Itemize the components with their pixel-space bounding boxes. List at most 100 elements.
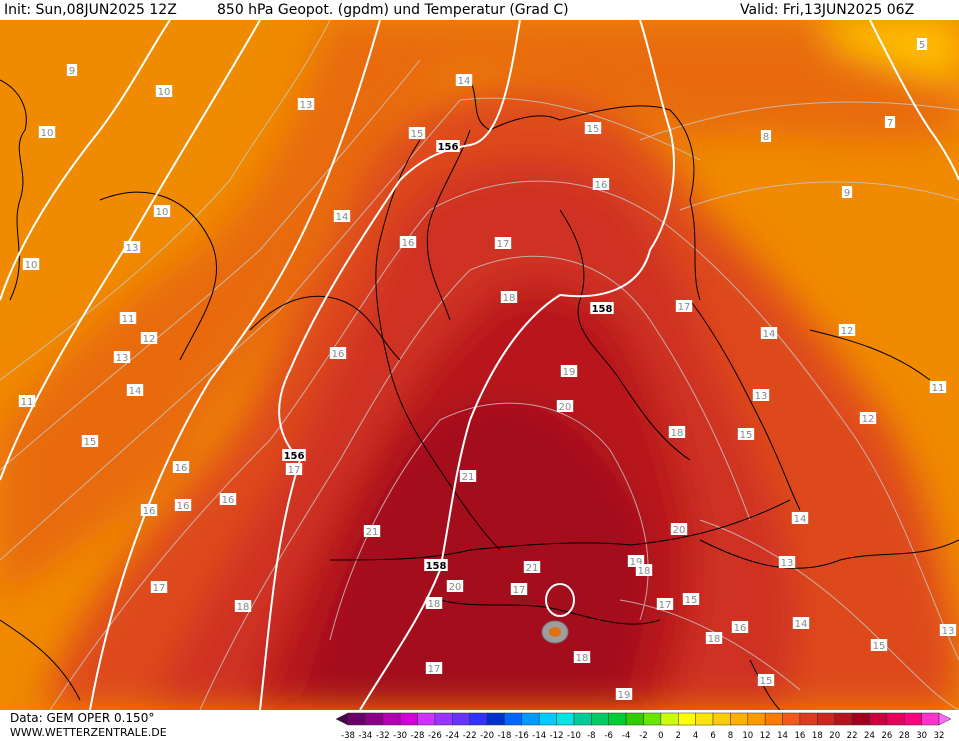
color-scale: -38 -34 -32 -30 -28 -26 -24 -22 -20 -18 -16 -14 -12-… xyxy=(335,712,952,741)
temperature-label-box xyxy=(459,470,477,482)
temperature-label: 13 xyxy=(126,243,139,254)
temperature-label-box xyxy=(172,461,190,473)
temperature-label-box xyxy=(560,365,578,377)
low-pressure-core xyxy=(541,620,569,644)
temperature-label-box xyxy=(635,564,653,576)
temperature-label-box xyxy=(870,639,888,651)
temperature-label: 12 xyxy=(862,414,875,425)
colorbar-tick-label: -2 xyxy=(639,731,647,741)
geopotential-label: 156 xyxy=(284,451,305,462)
temperature-label: 10 xyxy=(158,87,171,98)
temperature-label: 10 xyxy=(41,128,54,139)
colorbar-tick-label: -14 xyxy=(532,731,546,741)
country-borders xyxy=(0,79,959,710)
temperature-label-box xyxy=(510,583,528,595)
temperature-label: 15 xyxy=(587,124,600,135)
temperature-label: 13 xyxy=(116,353,129,364)
temperature-label-box xyxy=(939,624,957,636)
temperature-label: 7 xyxy=(887,118,893,129)
colorbar-swatch xyxy=(886,712,905,726)
colorbar-swatch xyxy=(365,712,384,726)
colorbar-swatch xyxy=(434,712,453,726)
colorbar-tick-label: -28 xyxy=(411,731,425,741)
temperature-label: 21 xyxy=(462,472,475,483)
temperature-label-box xyxy=(592,178,610,190)
colorbar-tick-label: -10 xyxy=(567,731,581,741)
temperature-label-box xyxy=(425,597,443,609)
temperature-label: 11 xyxy=(21,397,34,408)
temperature-label-box xyxy=(760,130,772,142)
temperature-label: 16 xyxy=(222,495,235,506)
colorbar-tick-label: 14 xyxy=(777,731,788,741)
temperature-label-box xyxy=(174,499,192,511)
temperature-label-box xyxy=(408,127,426,139)
colorbar-tick-label: 2 xyxy=(676,731,681,741)
temperature-label-box xyxy=(126,384,144,396)
temperature-label: 18 xyxy=(671,428,684,439)
temperature-label: 17 xyxy=(428,664,441,675)
temperature-label-box xyxy=(841,186,853,198)
temperature-label: 16 xyxy=(734,623,747,634)
temperature-label: 8 xyxy=(763,132,769,143)
colorbar-tick-label: 28 xyxy=(899,731,910,741)
colorbar-swatch xyxy=(869,712,888,726)
geopotential-label: 158 xyxy=(592,304,613,315)
colorbar-tick-label: 6 xyxy=(710,731,715,741)
colorbar-swatch xyxy=(764,712,783,726)
temperature-label: 20 xyxy=(559,402,572,413)
colorbar-swatch xyxy=(573,712,592,726)
temperature-label: 19 xyxy=(630,557,643,568)
colorbar-tick-label: -4 xyxy=(622,731,630,741)
temperature-label: 16 xyxy=(175,463,188,474)
temperature-label-box xyxy=(760,327,778,339)
colorbar-tick-label: 16 xyxy=(795,731,806,741)
temperature-label-box xyxy=(18,395,36,407)
temperature-label-box xyxy=(752,389,770,401)
temperature-label: 21 xyxy=(366,527,379,538)
colorbar-tick-label: 4 xyxy=(693,731,698,741)
temperature-label-box xyxy=(757,674,775,686)
colorbar-tick-label: 18 xyxy=(812,731,823,741)
geopotential-label: 156 xyxy=(438,142,459,153)
temperature-label: 10 xyxy=(25,260,38,271)
colorbar-swatch xyxy=(921,712,940,726)
temperature-label-box xyxy=(500,291,518,303)
temperature-label: 16 xyxy=(143,506,156,517)
temperature-label: 18 xyxy=(576,653,589,664)
temperature-label-box xyxy=(584,122,602,134)
colorbar-tick-label: 32 xyxy=(934,731,945,741)
temperature-label: 17 xyxy=(678,302,691,313)
init-time: Init: Sun,08JUN2025 12Z xyxy=(4,2,177,18)
colorbar-swatch xyxy=(538,712,557,726)
colorbar-swatch xyxy=(591,712,609,726)
colorbar-tick-label: -24 xyxy=(445,731,459,741)
temperature-label: 17 xyxy=(153,583,166,594)
temperature-label: 18 xyxy=(503,293,516,304)
temperature-label: 16 xyxy=(595,180,608,191)
temperature-label: 11 xyxy=(932,383,945,394)
temperature-label-box xyxy=(494,237,512,249)
temperature-label: 16 xyxy=(177,501,190,512)
temperature-label-box xyxy=(778,556,796,568)
temperature-label-box xyxy=(234,600,252,612)
geopotential-label-box xyxy=(424,559,448,571)
temperature-label: 16 xyxy=(332,349,345,360)
weather-map: 156 158 156 158 9 10 13 14 15 15 8 7 5 10 16 9 10 14 16 17… xyxy=(0,20,959,710)
temperature-label-box xyxy=(916,38,928,50)
colorbar-swatch xyxy=(486,712,505,726)
colorbar-swatch xyxy=(782,712,801,726)
colorbar-swatch xyxy=(730,712,749,726)
temperature-label-box xyxy=(38,126,56,138)
colorbar-swatch xyxy=(347,712,366,726)
colorbar-swatch xyxy=(417,712,436,726)
temperature-label: 15 xyxy=(740,430,753,441)
geopotential-label: 158 xyxy=(426,561,447,572)
colorbar-swatch xyxy=(625,712,644,726)
temperature-label: 12 xyxy=(841,326,854,337)
temperature-label-box xyxy=(119,312,137,324)
valid-time: Valid: Fri,13JUN2025 06Z xyxy=(740,2,915,18)
colorbar-tick-label: 10 xyxy=(742,731,753,741)
colorbar-tick-label: 12 xyxy=(760,731,771,741)
temperature-label: 15 xyxy=(84,437,97,448)
